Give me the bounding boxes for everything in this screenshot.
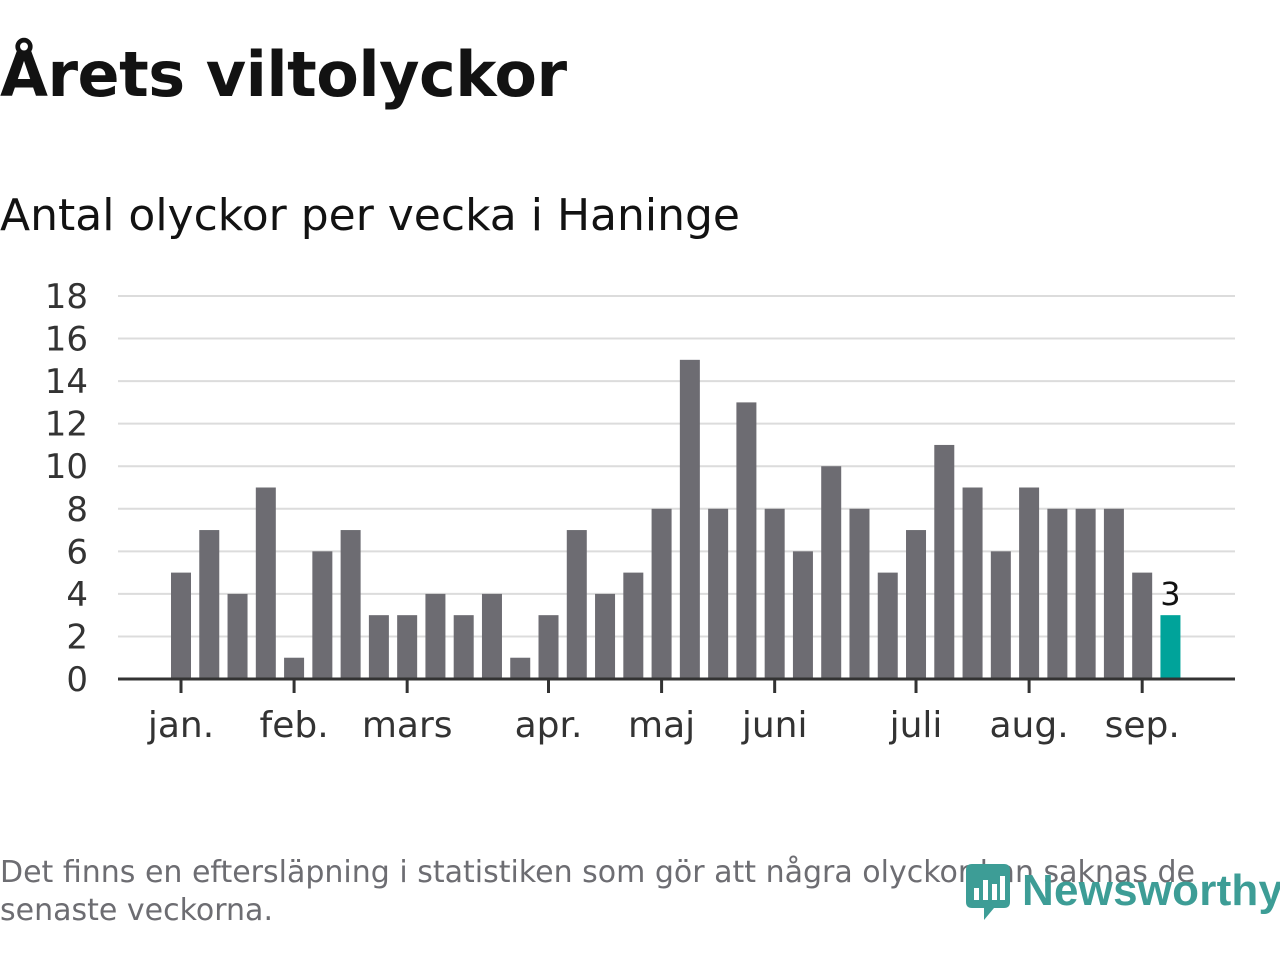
y-tick-label: 8 — [66, 490, 88, 530]
x-tick-label: apr. — [515, 705, 583, 746]
chart-title: Årets viltolyckor — [0, 38, 567, 111]
bar — [1160, 615, 1181, 679]
x-tick-label: jan. — [147, 705, 214, 746]
bar — [1019, 487, 1040, 679]
bar — [199, 530, 220, 679]
newsworthy-logo: Newsworthy — [962, 860, 1280, 922]
newsworthy-logo-icon — [966, 864, 1010, 920]
bar — [510, 657, 531, 679]
bar — [538, 615, 559, 679]
bar — [227, 593, 248, 679]
bar — [990, 551, 1011, 679]
y-tick-label: 10 — [45, 447, 88, 487]
bar — [595, 593, 616, 679]
x-tick-label: mars — [362, 705, 453, 746]
bar — [708, 508, 729, 679]
y-tick-label: 6 — [66, 532, 88, 572]
bar — [1103, 508, 1124, 679]
bar — [849, 508, 870, 679]
bar — [651, 508, 672, 679]
y-tick-label: 4 — [66, 575, 88, 615]
bar — [1132, 572, 1153, 679]
y-tick-label: 18 — [45, 277, 88, 317]
bar — [368, 615, 389, 679]
bar — [934, 444, 955, 679]
bar — [284, 657, 305, 679]
bar — [255, 487, 276, 679]
y-tick-label: 12 — [45, 405, 88, 445]
bar — [679, 359, 700, 679]
bar — [623, 572, 644, 679]
y-tick-label: 16 — [45, 320, 88, 360]
x-tick-label: juli — [889, 705, 943, 746]
y-tick-label: 0 — [66, 660, 88, 700]
x-tick-label: feb. — [260, 705, 329, 746]
bar — [821, 466, 842, 679]
bar — [312, 551, 333, 679]
bar — [453, 615, 474, 679]
bar — [962, 487, 983, 679]
x-tick-label: maj — [628, 705, 695, 746]
y-tick-label: 2 — [66, 617, 88, 657]
x-tick-label: aug. — [990, 705, 1069, 746]
bar — [906, 530, 927, 679]
bar — [481, 593, 502, 679]
bar — [425, 593, 446, 679]
bar — [397, 615, 418, 679]
newsworthy-logo-text: Newsworthy — [1022, 866, 1280, 915]
bar — [736, 402, 757, 679]
bar — [764, 508, 785, 679]
bar — [1047, 508, 1068, 679]
bar — [1075, 508, 1096, 679]
bar — [566, 530, 587, 679]
bar — [877, 572, 898, 679]
y-tick-label: 14 — [45, 362, 88, 402]
x-tick-label: sep. — [1105, 705, 1180, 746]
x-tick-label: juni — [741, 705, 808, 746]
chart-subtitle: Antal olyckor per vecka i Haninge — [0, 190, 740, 241]
bar — [340, 530, 361, 679]
bar — [792, 551, 813, 679]
bar — [171, 572, 191, 679]
data-label: 3 — [1160, 575, 1180, 613]
